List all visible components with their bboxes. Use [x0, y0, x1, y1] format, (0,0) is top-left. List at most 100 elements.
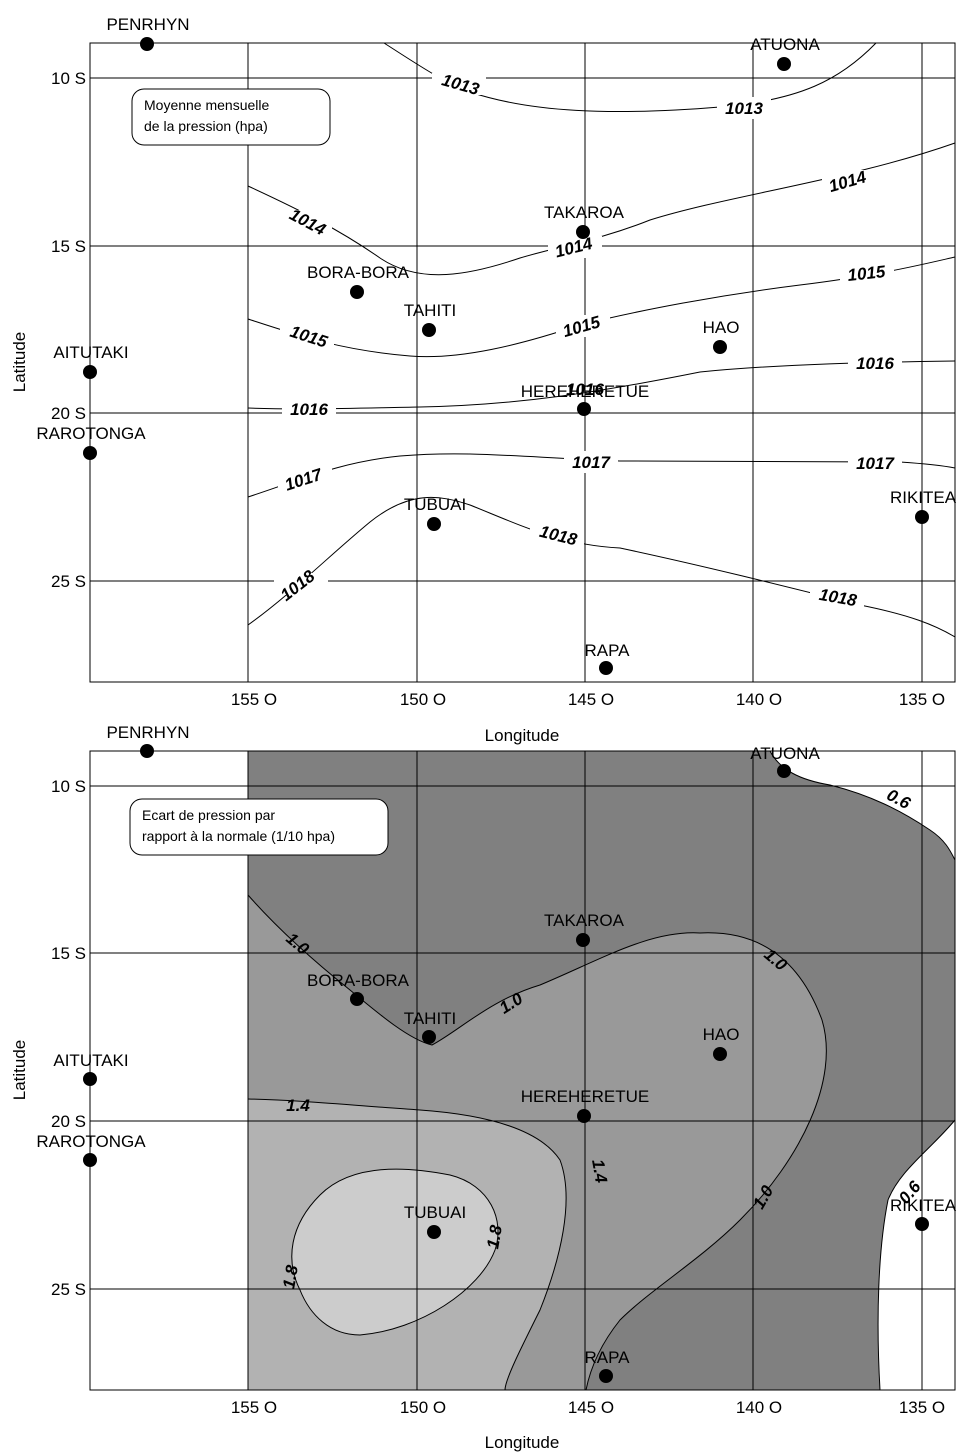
station-dot: [777, 57, 791, 71]
station-dot: [83, 1072, 97, 1086]
station-label: AITUTAKI: [53, 343, 128, 362]
contour-label: 1.4: [588, 1158, 611, 1185]
station-dot: [576, 225, 590, 239]
y-tick: 10 S: [51, 69, 86, 88]
station-dot: [350, 285, 364, 299]
station-label: HAO: [703, 1025, 740, 1044]
station-label: TAHITI: [404, 1009, 457, 1028]
legend-line-2: de la pression (hpa): [144, 118, 268, 134]
top-axis: 10 S 15 S 20 S 25 S 155 O 150 O 145 O 14…: [10, 69, 945, 745]
x-tick: 135 O: [899, 690, 945, 709]
station-label: RAROTONGA: [36, 1132, 146, 1151]
contour-1-4: [247, 1098, 567, 1391]
top-grid: [89, 42, 956, 683]
isobar-1016: [247, 360, 956, 410]
x-axis-title: Longitude: [485, 726, 560, 745]
bottom-contours: [247, 750, 956, 1391]
station-label: TAHITI: [404, 301, 457, 320]
bottom-axis: 10 S 15 S 20 S 25 S 155 O 150 O 145 O 14…: [10, 777, 945, 1452]
station-dot: [713, 1047, 727, 1061]
x-tick: 140 O: [736, 690, 782, 709]
station-label: RIKITEA: [890, 1196, 957, 1215]
y-tick: 20 S: [51, 404, 86, 423]
legend-line-2: rapport à la normale (1/10 hpa): [142, 828, 335, 844]
x-axis-title: Longitude: [485, 1433, 560, 1452]
y-tick: 25 S: [51, 572, 86, 591]
station-dot: [599, 1369, 613, 1383]
station-label: AITUTAKI: [53, 1051, 128, 1070]
legend-line-1: Ecart de pression par: [142, 807, 275, 823]
x-tick: 145 O: [568, 1398, 614, 1417]
station-dot: [427, 1225, 441, 1239]
isobar-label: 1013: [725, 99, 763, 118]
station-label: ATUONA: [750, 744, 820, 763]
y-axis-title: Latitude: [10, 332, 29, 393]
bottom-legend: Ecart de pression par rapport à la norma…: [129, 798, 389, 856]
fill-lt-0-6-top: [770, 751, 955, 860]
contour-label: 1.4: [286, 1096, 310, 1115]
bottom-grid: [89, 750, 956, 1391]
station-label: ATUONA: [750, 35, 820, 54]
y-axis-title: Latitude: [10, 1040, 29, 1101]
y-tick: 15 S: [51, 944, 86, 963]
station-dot: [422, 323, 436, 337]
contour-1-8: [291, 1168, 499, 1336]
x-tick: 145 O: [568, 690, 614, 709]
fill-lt-0-6-bottom: [878, 1120, 955, 1390]
isobar-label: 1016: [566, 380, 604, 399]
station-label: BORA-BORA: [307, 971, 410, 990]
top-isobar-labels: 1013 1013 1014 1014 1014 1015 1015 1015 …: [274, 70, 902, 610]
x-tick: 150 O: [400, 690, 446, 709]
isobar-1018: [247, 496, 956, 638]
top-isobars: [247, 42, 956, 638]
contour-label: 1.8: [279, 1263, 302, 1290]
x-tick: 155 O: [231, 690, 277, 709]
contour-label: 1.8: [483, 1223, 506, 1250]
y-tick: 10 S: [51, 777, 86, 796]
station-label: HEREHERETUE: [521, 382, 649, 401]
station-label: TUBUAI: [404, 1203, 466, 1222]
station-label: RAROTONGA: [36, 424, 146, 443]
y-tick: 25 S: [51, 1280, 86, 1299]
isobar-label: 1016: [856, 354, 894, 373]
isobar-label: 1017: [572, 453, 611, 472]
station-label: RIKITEA: [890, 488, 957, 507]
x-tick: 150 O: [400, 1398, 446, 1417]
top-stations: PENRHYN ATUONA TAKAROA BORA-BORA TAHITI …: [36, 15, 957, 675]
top-legend: Moyenne mensuelle de la pression (hpa): [131, 88, 331, 146]
bottom-map: 0.6 1.0 1.0 1.0 1.0 1.4 1.4 1.8 1.8 0.6 …: [10, 723, 957, 1452]
station-dot: [427, 517, 441, 531]
isobar-label: 1017: [856, 454, 895, 473]
fill-gt-1-8: [291, 1169, 498, 1335]
station-dot: [350, 992, 364, 1006]
station-label: RAPA: [584, 641, 630, 660]
station-dot: [777, 764, 791, 778]
station-dot: [83, 1153, 97, 1167]
isobar-label: 1016: [290, 400, 328, 419]
bottom-fills: [248, 751, 955, 1390]
top-map: 1013 1013 1014 1014 1014 1015 1015 1015 …: [10, 15, 957, 745]
x-tick: 135 O: [899, 1398, 945, 1417]
contour-0-6-top: [769, 750, 956, 861]
station-label: TUBUAI: [404, 495, 466, 514]
isobar-label: 1015: [847, 262, 887, 285]
station-dot: [577, 402, 591, 416]
station-label: PENRHYN: [106, 723, 189, 742]
station-dot: [83, 446, 97, 460]
station-dot: [422, 1030, 436, 1044]
station-dot: [599, 661, 613, 675]
station-dot: [915, 510, 929, 524]
x-tick: 140 O: [736, 1398, 782, 1417]
station-dot: [140, 744, 154, 758]
y-tick: 15 S: [51, 237, 86, 256]
station-dot: [83, 365, 97, 379]
station-label: HEREHERETUE: [521, 1087, 649, 1106]
station-label: RAPA: [584, 1348, 630, 1367]
station-label: PENRHYN: [106, 15, 189, 34]
isobar-1014: [247, 142, 956, 276]
contour-1-0: [247, 894, 827, 1391]
station-label: HAO: [703, 318, 740, 337]
legend-line-1: Moyenne mensuelle: [144, 97, 270, 113]
y-tick: 20 S: [51, 1112, 86, 1131]
station-label: TAKAROA: [544, 203, 625, 222]
